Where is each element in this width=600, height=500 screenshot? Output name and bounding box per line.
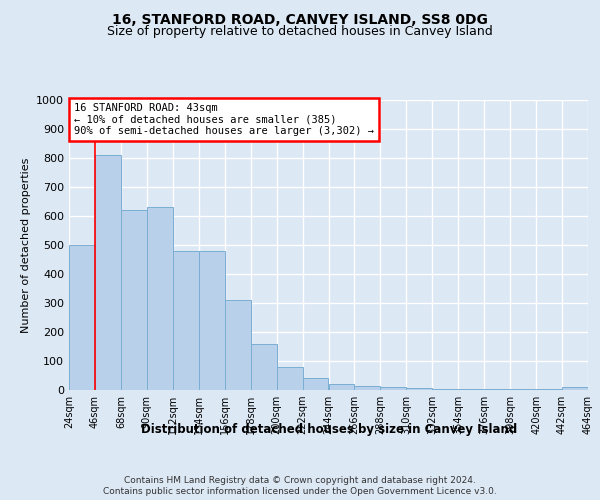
Bar [329,384,355,390]
Bar [224,300,251,390]
Bar [69,245,95,390]
Bar [95,155,121,390]
Text: 16 STANFORD ROAD: 43sqm
← 10% of detached houses are smaller (385)
90% of semi-d: 16 STANFORD ROAD: 43sqm ← 10% of detache… [74,103,374,136]
Bar [173,251,199,390]
Text: Size of property relative to detached houses in Canvey Island: Size of property relative to detached ho… [107,25,493,38]
Bar [562,387,588,390]
Bar [484,389,510,390]
Text: Distribution of detached houses by size in Canvey Island: Distribution of detached houses by size … [140,422,517,436]
Bar [355,386,380,390]
Bar [510,389,536,390]
Text: Contains HM Land Registry data © Crown copyright and database right 2024.: Contains HM Land Registry data © Crown c… [124,476,476,485]
Bar [302,378,329,390]
Y-axis label: Number of detached properties: Number of detached properties [20,158,31,332]
Bar [458,388,484,390]
Text: Contains public sector information licensed under the Open Government Licence v3: Contains public sector information licen… [103,488,497,496]
Bar [406,388,432,390]
Bar [380,387,406,390]
Bar [277,367,302,390]
Bar [199,251,224,390]
Text: 16, STANFORD ROAD, CANVEY ISLAND, SS8 0DG: 16, STANFORD ROAD, CANVEY ISLAND, SS8 0D… [112,12,488,26]
Bar [121,210,147,390]
Bar [147,206,173,390]
Bar [251,344,277,390]
Bar [432,388,458,390]
